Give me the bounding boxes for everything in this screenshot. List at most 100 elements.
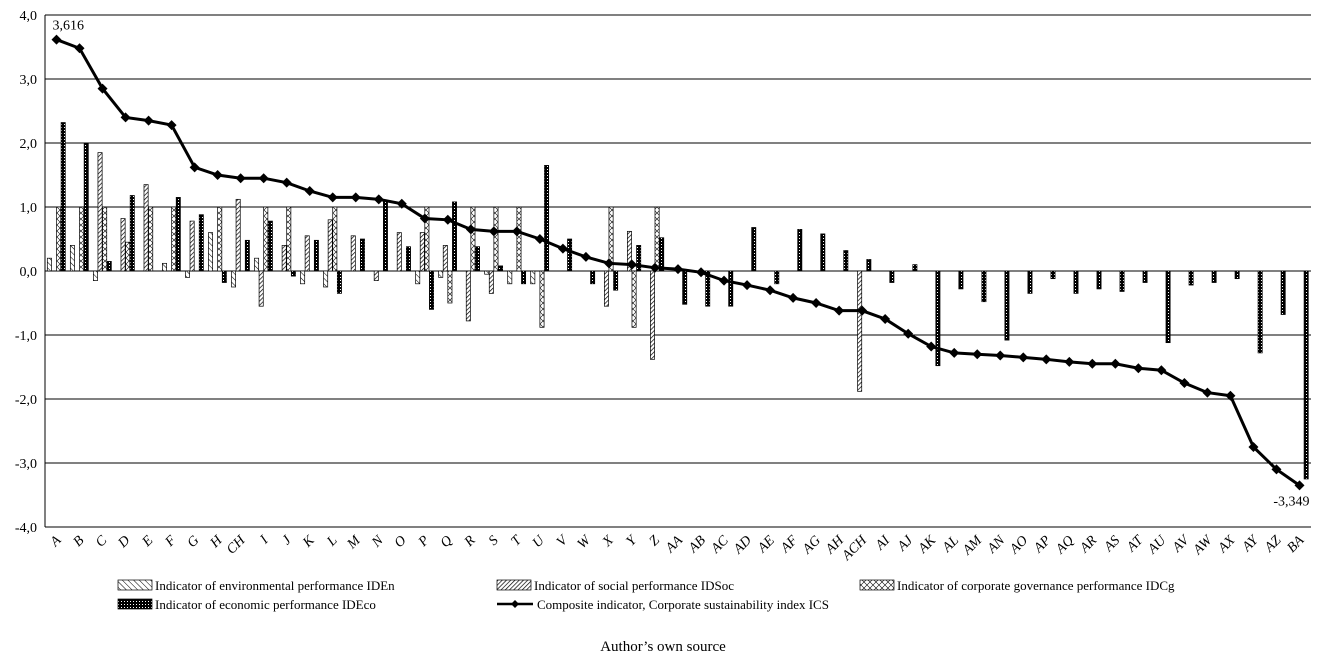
bar-hatch-soc-Z xyxy=(650,270,655,360)
bar-dots-AS xyxy=(1119,270,1125,292)
bar-hatch-cg-L xyxy=(332,206,338,272)
ics-point-AA xyxy=(673,264,683,275)
ics-point-M xyxy=(350,192,361,203)
x-tick-label: AV xyxy=(1169,532,1193,556)
x-tick-label: P xyxy=(415,533,433,551)
ics-point-L xyxy=(327,192,338,203)
ics-point-E xyxy=(143,115,154,126)
ics-point-AV xyxy=(1179,378,1190,388)
ics-point-AY xyxy=(1248,442,1259,452)
bar-dots-I xyxy=(267,220,273,272)
x-tick-label: AQ xyxy=(1053,533,1078,558)
ics-point-AO xyxy=(1018,352,1029,363)
bar-hatch-cg-F xyxy=(171,206,177,272)
bar-dots-AN xyxy=(1004,270,1010,341)
legend: Indicator of environmental performance I… xyxy=(117,578,1175,612)
y-tick-label: -3,0 xyxy=(15,457,37,472)
x-tick-label: F xyxy=(162,533,180,551)
ics-point-O xyxy=(396,198,407,209)
ics-point-N xyxy=(373,194,384,205)
bar-dots-O xyxy=(406,246,411,272)
bar-dots-AL xyxy=(958,270,964,290)
x-tick-label: AR xyxy=(1077,533,1101,557)
x-tick-label: AU xyxy=(1145,533,1170,558)
ics-point-AC xyxy=(719,275,730,286)
ics-point-AS xyxy=(1110,358,1121,369)
bar-dots-AI xyxy=(889,270,895,283)
y-tick-label: -2,0 xyxy=(15,393,37,408)
bar-hatch-env-Q xyxy=(438,270,444,278)
y-tick-label: -1,0 xyxy=(15,329,37,344)
x-tick-label: AI xyxy=(872,532,894,554)
bar-hatch-cg-Z xyxy=(654,206,660,272)
bar-dots-V xyxy=(567,238,573,272)
legend-swatch xyxy=(117,598,153,610)
data-labels: 3,616 -3,349 xyxy=(53,19,1310,510)
x-tick-label: AG xyxy=(799,533,824,558)
ics-point-V xyxy=(557,243,568,254)
x-tick-label: AK xyxy=(915,533,939,557)
x-tick-label: AA xyxy=(662,533,686,557)
bar-hatch-soc-C xyxy=(97,152,103,272)
ics-point-AK xyxy=(926,341,937,352)
bar-dots-AT xyxy=(1142,270,1148,283)
bar-dots-AJ xyxy=(912,264,918,272)
x-tick-label: AC xyxy=(708,533,732,557)
bar-dots-AW xyxy=(1211,270,1217,283)
x-tick-label: AF xyxy=(778,533,802,557)
bars-group xyxy=(46,122,1309,480)
ics-point-AN xyxy=(995,350,1006,361)
ics-point-AL xyxy=(949,347,960,358)
bar-hatch-soc-J xyxy=(281,245,287,272)
legend-label: Indicator of social performance IDSoc xyxy=(534,578,734,593)
bar-dots-Y xyxy=(636,245,642,272)
x-tick-label: AD xyxy=(730,533,755,558)
x-tick-label: AX xyxy=(1215,533,1239,557)
bar-hatch-cg-P xyxy=(424,206,430,272)
ics-point-AF xyxy=(788,292,799,303)
bar-dots-AH xyxy=(843,250,849,272)
bar-dots-G xyxy=(198,214,204,272)
legend-diamond-marker xyxy=(511,600,519,608)
x-tick-label: D xyxy=(115,533,133,551)
bar-hatch-env-T xyxy=(507,270,513,285)
ics-point-AZ xyxy=(1271,464,1282,475)
ics-point-AI xyxy=(880,314,891,324)
bar-hatch-soc-ACH xyxy=(857,270,863,392)
ics-line-group xyxy=(51,34,1305,491)
bar-dots-AG xyxy=(820,233,826,272)
bar-dots-AA xyxy=(682,270,688,305)
x-tick-label: O xyxy=(392,533,410,551)
bar-hatch-env-H xyxy=(208,232,213,272)
bar-dots-AZ xyxy=(1280,270,1286,315)
bar-dots-AM xyxy=(981,270,987,303)
ics-point-X xyxy=(603,258,614,269)
x-tick-label: Q xyxy=(438,533,456,551)
bar-dots-AU xyxy=(1165,270,1171,344)
ics-point-AM xyxy=(972,349,983,360)
ics-point-AD xyxy=(742,280,753,291)
bar-dots-Q xyxy=(452,201,457,272)
x-tick-label: X xyxy=(599,533,617,551)
bar-dots-AB xyxy=(705,270,711,307)
ics-point-U xyxy=(534,234,545,244)
y-tick-label: 4,0 xyxy=(20,9,38,24)
bar-hatch-soc-N xyxy=(373,270,379,281)
ics-point-G xyxy=(189,162,200,173)
x-tick-label: BA xyxy=(1285,533,1308,556)
x-tick-label: ACH xyxy=(839,533,871,565)
ics-point-H xyxy=(212,170,223,180)
bar-dots-AK xyxy=(935,270,941,367)
ics-point-A xyxy=(51,34,62,45)
x-tick-label: AM xyxy=(959,532,986,559)
ics-point-ACH xyxy=(857,305,868,316)
bar-dots-T xyxy=(521,270,527,285)
ics-point-AT xyxy=(1133,363,1144,374)
x-tick-label: AZ xyxy=(1261,533,1284,556)
ics-point-Y xyxy=(626,259,637,270)
x-tick-label: AW xyxy=(1190,532,1216,558)
x-tick-label: Z xyxy=(647,533,663,549)
legend-label: Indicator of environmental performance I… xyxy=(155,578,395,593)
ics-point-W xyxy=(580,251,591,262)
bar-hatch-cg-S xyxy=(493,206,499,272)
